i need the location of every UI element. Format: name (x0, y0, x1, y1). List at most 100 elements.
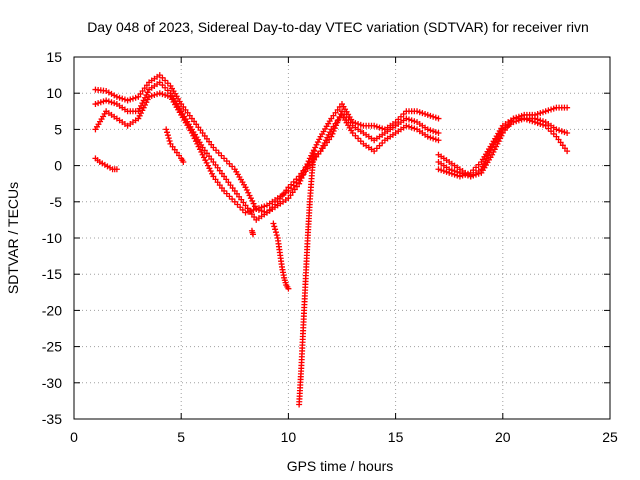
data-point (200, 154, 207, 161)
data-point (237, 204, 244, 211)
data-point (561, 129, 568, 136)
data-point (226, 160, 233, 167)
data-point (467, 169, 474, 176)
data-point (218, 152, 225, 159)
x-tick-label: 10 (281, 429, 297, 445)
data-point (285, 187, 292, 194)
data-point (446, 169, 453, 176)
data-point (406, 116, 412, 123)
data-point (144, 96, 151, 103)
data-point (191, 135, 198, 142)
data-point (269, 204, 276, 211)
data-point (438, 167, 445, 174)
data-point (242, 209, 249, 216)
data-point (305, 158, 312, 165)
data-point (456, 173, 463, 180)
data-point (203, 159, 210, 166)
data-point (424, 111, 431, 118)
data-point (317, 148, 324, 155)
data-point (531, 119, 538, 126)
data-point (443, 168, 450, 175)
data-point (427, 127, 434, 134)
data-point (258, 204, 265, 211)
data-point (111, 100, 118, 107)
y-tick-label: -20 (42, 302, 62, 318)
data-point (320, 142, 327, 149)
data-point (253, 206, 260, 213)
data-point (100, 98, 107, 105)
data-point (373, 123, 380, 130)
data-point (432, 136, 439, 143)
data-point (164, 87, 171, 94)
y-tick-label: 10 (46, 85, 62, 101)
data-point (564, 104, 571, 111)
data-point (376, 124, 383, 131)
data-point (108, 99, 115, 106)
data-point (435, 130, 442, 137)
data-point (163, 126, 170, 133)
data-point (534, 120, 541, 127)
data-point (221, 187, 228, 194)
data-point (311, 148, 318, 155)
data-point (199, 151, 206, 158)
data-point (349, 130, 356, 137)
data-point (318, 145, 325, 152)
data-point (408, 124, 415, 131)
data-point (430, 113, 437, 120)
y-tick-label: 0 (54, 158, 62, 174)
data-point (357, 138, 364, 145)
data-point (271, 223, 278, 230)
data-point (432, 129, 439, 136)
series-track-3 (92, 90, 442, 216)
data-point (545, 107, 552, 114)
data-point (521, 115, 528, 122)
data-point (273, 232, 280, 239)
data-point (250, 206, 257, 213)
data-point (142, 101, 149, 108)
data-point (454, 172, 461, 179)
data-point (129, 95, 136, 102)
data-point (190, 132, 197, 139)
data-point (162, 84, 169, 91)
data-point (537, 120, 544, 127)
data-point (355, 120, 362, 127)
data-point (148, 92, 155, 99)
data-point (159, 82, 166, 89)
data-point (92, 101, 99, 108)
data-point (156, 72, 163, 79)
data-point (143, 99, 150, 106)
grid-layer (74, 57, 610, 419)
data-point (470, 167, 477, 174)
data-point (263, 209, 270, 216)
data-point (545, 125, 552, 132)
data-point (550, 130, 557, 137)
data-point (105, 98, 112, 105)
data-point (435, 137, 442, 144)
data-point (451, 171, 458, 178)
x-tick-label: 25 (602, 429, 618, 445)
data-point (135, 115, 142, 122)
data-point (379, 125, 386, 132)
data-point (352, 132, 359, 139)
data-point (164, 80, 171, 87)
data-point (419, 110, 426, 117)
data-point (156, 79, 163, 86)
data-point (379, 139, 386, 146)
y-axis-label: SDTVAR / TECUs (5, 182, 21, 294)
data-point (564, 130, 571, 137)
data-point (272, 226, 279, 233)
data-point (136, 112, 143, 119)
chart-title: Day 048 of 2023, Sidereal Day-to-day VTE… (87, 19, 589, 35)
data-point (424, 133, 431, 140)
data-point (194, 140, 201, 147)
data-point (435, 115, 442, 122)
data-point (459, 172, 466, 179)
data-point (234, 201, 241, 208)
data-layer (92, 72, 571, 408)
data-point (119, 95, 126, 102)
data-point (556, 127, 563, 134)
data-point (97, 99, 104, 106)
data-point (223, 158, 230, 165)
